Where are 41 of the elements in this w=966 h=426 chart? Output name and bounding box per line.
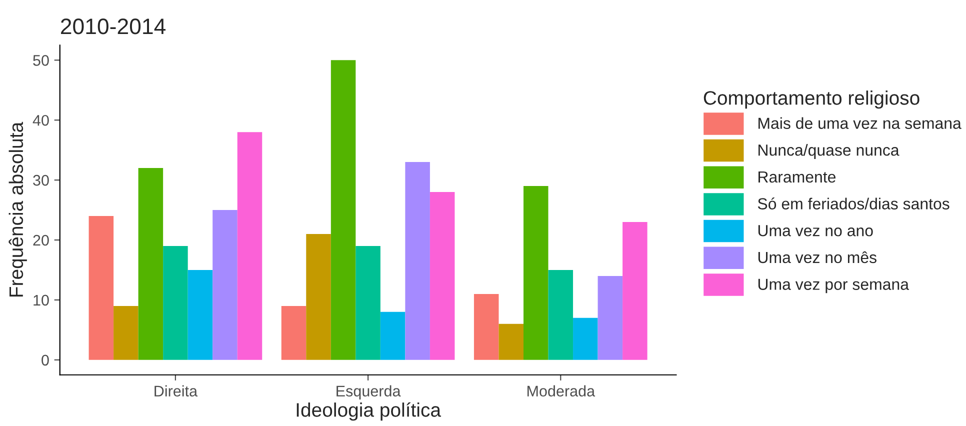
bar bbox=[573, 318, 598, 360]
bar bbox=[281, 306, 306, 360]
y-tick-label: 10 bbox=[34, 294, 49, 306]
bar bbox=[237, 132, 262, 360]
y-axis-title: Frequência absoluta bbox=[8, 122, 27, 297]
legend-label: Nunca/quase nunca bbox=[758, 144, 900, 159]
legend-label: Uma vez no ano bbox=[758, 225, 873, 236]
bar bbox=[474, 294, 499, 360]
legend-title: Comportamento religioso bbox=[704, 90, 920, 109]
bar bbox=[188, 270, 213, 360]
y-tick-label: 0 bbox=[42, 354, 49, 366]
legend-label: Só em feriados/dias santos bbox=[758, 198, 950, 210]
chart-title: 2010-2014 bbox=[61, 18, 166, 34]
bar bbox=[88, 216, 114, 360]
y-tick-label: 30 bbox=[33, 174, 49, 186]
bar bbox=[430, 192, 455, 360]
legend-label: Uma vez no mês bbox=[758, 251, 876, 264]
legend-label: Raramente bbox=[758, 171, 836, 183]
bar bbox=[498, 324, 524, 360]
bar bbox=[306, 234, 331, 360]
bar bbox=[212, 210, 238, 360]
bar bbox=[380, 312, 406, 360]
legend-label: Uma vez por semana bbox=[758, 278, 910, 294]
x-tick-label: Moderada bbox=[528, 385, 596, 397]
bar bbox=[622, 222, 648, 360]
bar bbox=[356, 246, 380, 360]
legend-label: Mais de uma vez na semana bbox=[758, 117, 962, 129]
bar bbox=[548, 270, 574, 360]
bar bbox=[114, 306, 138, 360]
bar bbox=[330, 60, 356, 360]
bar bbox=[138, 168, 164, 360]
bar bbox=[598, 276, 623, 360]
bar bbox=[163, 246, 188, 360]
y-tick-label: 50 bbox=[33, 55, 49, 66]
x-tick-label: Direita bbox=[154, 385, 198, 397]
bar bbox=[524, 186, 548, 360]
y-tick-label: 40 bbox=[32, 114, 49, 126]
x-tick-label: Esquerda bbox=[336, 385, 401, 400]
bar bbox=[405, 162, 430, 360]
y-tick-label: 20 bbox=[33, 234, 49, 246]
x-axis-title: Ideologia política bbox=[296, 402, 442, 421]
